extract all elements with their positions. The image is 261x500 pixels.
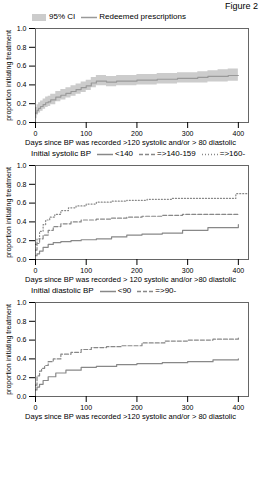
svg-text:200: 200 <box>131 267 143 274</box>
svg-text:0.8: 0.8 <box>17 44 27 51</box>
svg-text:0.0: 0.0 <box>17 256 27 263</box>
html-text:Initial diastolic BP: Initial diastolic BP <box>31 286 94 295</box>
svg-text:1.0: 1.0 <box>17 25 27 32</box>
svg-text:300: 300 <box>182 130 194 137</box>
svg-text:0.6: 0.6 <box>17 62 27 69</box>
svg-text:0.2: 0.2 <box>17 374 27 381</box>
html-text:=>160-: =>160- <box>219 149 246 158</box>
svg-text:0.4: 0.4 <box>17 81 27 88</box>
svg-text:0.6: 0.6 <box>17 336 27 343</box>
svg-text:0.8: 0.8 <box>17 318 27 325</box>
svg-text:proportion initiating treatmen: proportion initiating treatment <box>5 30 13 121</box>
html-text:Days since BP was recorded > 1: Days since BP was recorded > 120 systoli… <box>25 275 236 284</box>
svg-text:400: 400 <box>233 267 245 274</box>
svg-text:0.4: 0.4 <box>17 355 27 362</box>
svg-text:100: 100 <box>80 130 92 137</box>
svg-text:100: 100 <box>80 404 92 411</box>
html-text:<140: <140 <box>115 149 134 158</box>
svg-text:300: 300 <box>182 267 194 274</box>
svg-text:0: 0 <box>34 267 38 274</box>
svg-text:1.0: 1.0 <box>17 299 27 306</box>
svg-text:proportion initiating treatmen: proportion initiating treatment <box>5 304 13 395</box>
svg-text:0.0: 0.0 <box>17 393 27 400</box>
html-text:Days since BP was recorded >12: Days since BP was recorded >120 systolic… <box>25 138 236 147</box>
svg-text:1.0: 1.0 <box>17 162 27 169</box>
html-text:Figure 2: Figure 2 <box>225 1 258 11</box>
html-text:=>90-: =>90- <box>155 286 177 295</box>
svg-text:0.0: 0.0 <box>17 119 27 126</box>
svg-text:300: 300 <box>182 404 194 411</box>
html-text:Initial systolic BP: Initial systolic BP <box>31 149 91 158</box>
svg-text:100: 100 <box>80 267 92 274</box>
svg-text:0: 0 <box>34 130 38 137</box>
svg-text:200: 200 <box>131 130 143 137</box>
svg-text:0.2: 0.2 <box>17 237 27 244</box>
svg-text:0.4: 0.4 <box>17 218 27 225</box>
svg-text:400: 400 <box>233 130 245 137</box>
svg-text:proportion initiating treatmen: proportion initiating treatment <box>5 167 13 258</box>
svg-text:0: 0 <box>34 404 38 411</box>
svg-text:200: 200 <box>131 404 143 411</box>
svg-text:0.8: 0.8 <box>17 181 27 188</box>
html-text:95% CI: 95% CI <box>49 12 76 21</box>
html-text:Redeemed prescriptions: Redeemed prescriptions <box>99 12 186 21</box>
html-text:<90: <90 <box>117 286 132 295</box>
svg-text:0.2: 0.2 <box>17 100 27 107</box>
svg-text:0.6: 0.6 <box>17 199 27 206</box>
html-text:=>140-159: =>140-159 <box>157 149 196 158</box>
html-text:Days since BP was recorded >12: Days since BP was recorded >120 systolic… <box>25 412 236 421</box>
svg-text:400: 400 <box>233 404 245 411</box>
